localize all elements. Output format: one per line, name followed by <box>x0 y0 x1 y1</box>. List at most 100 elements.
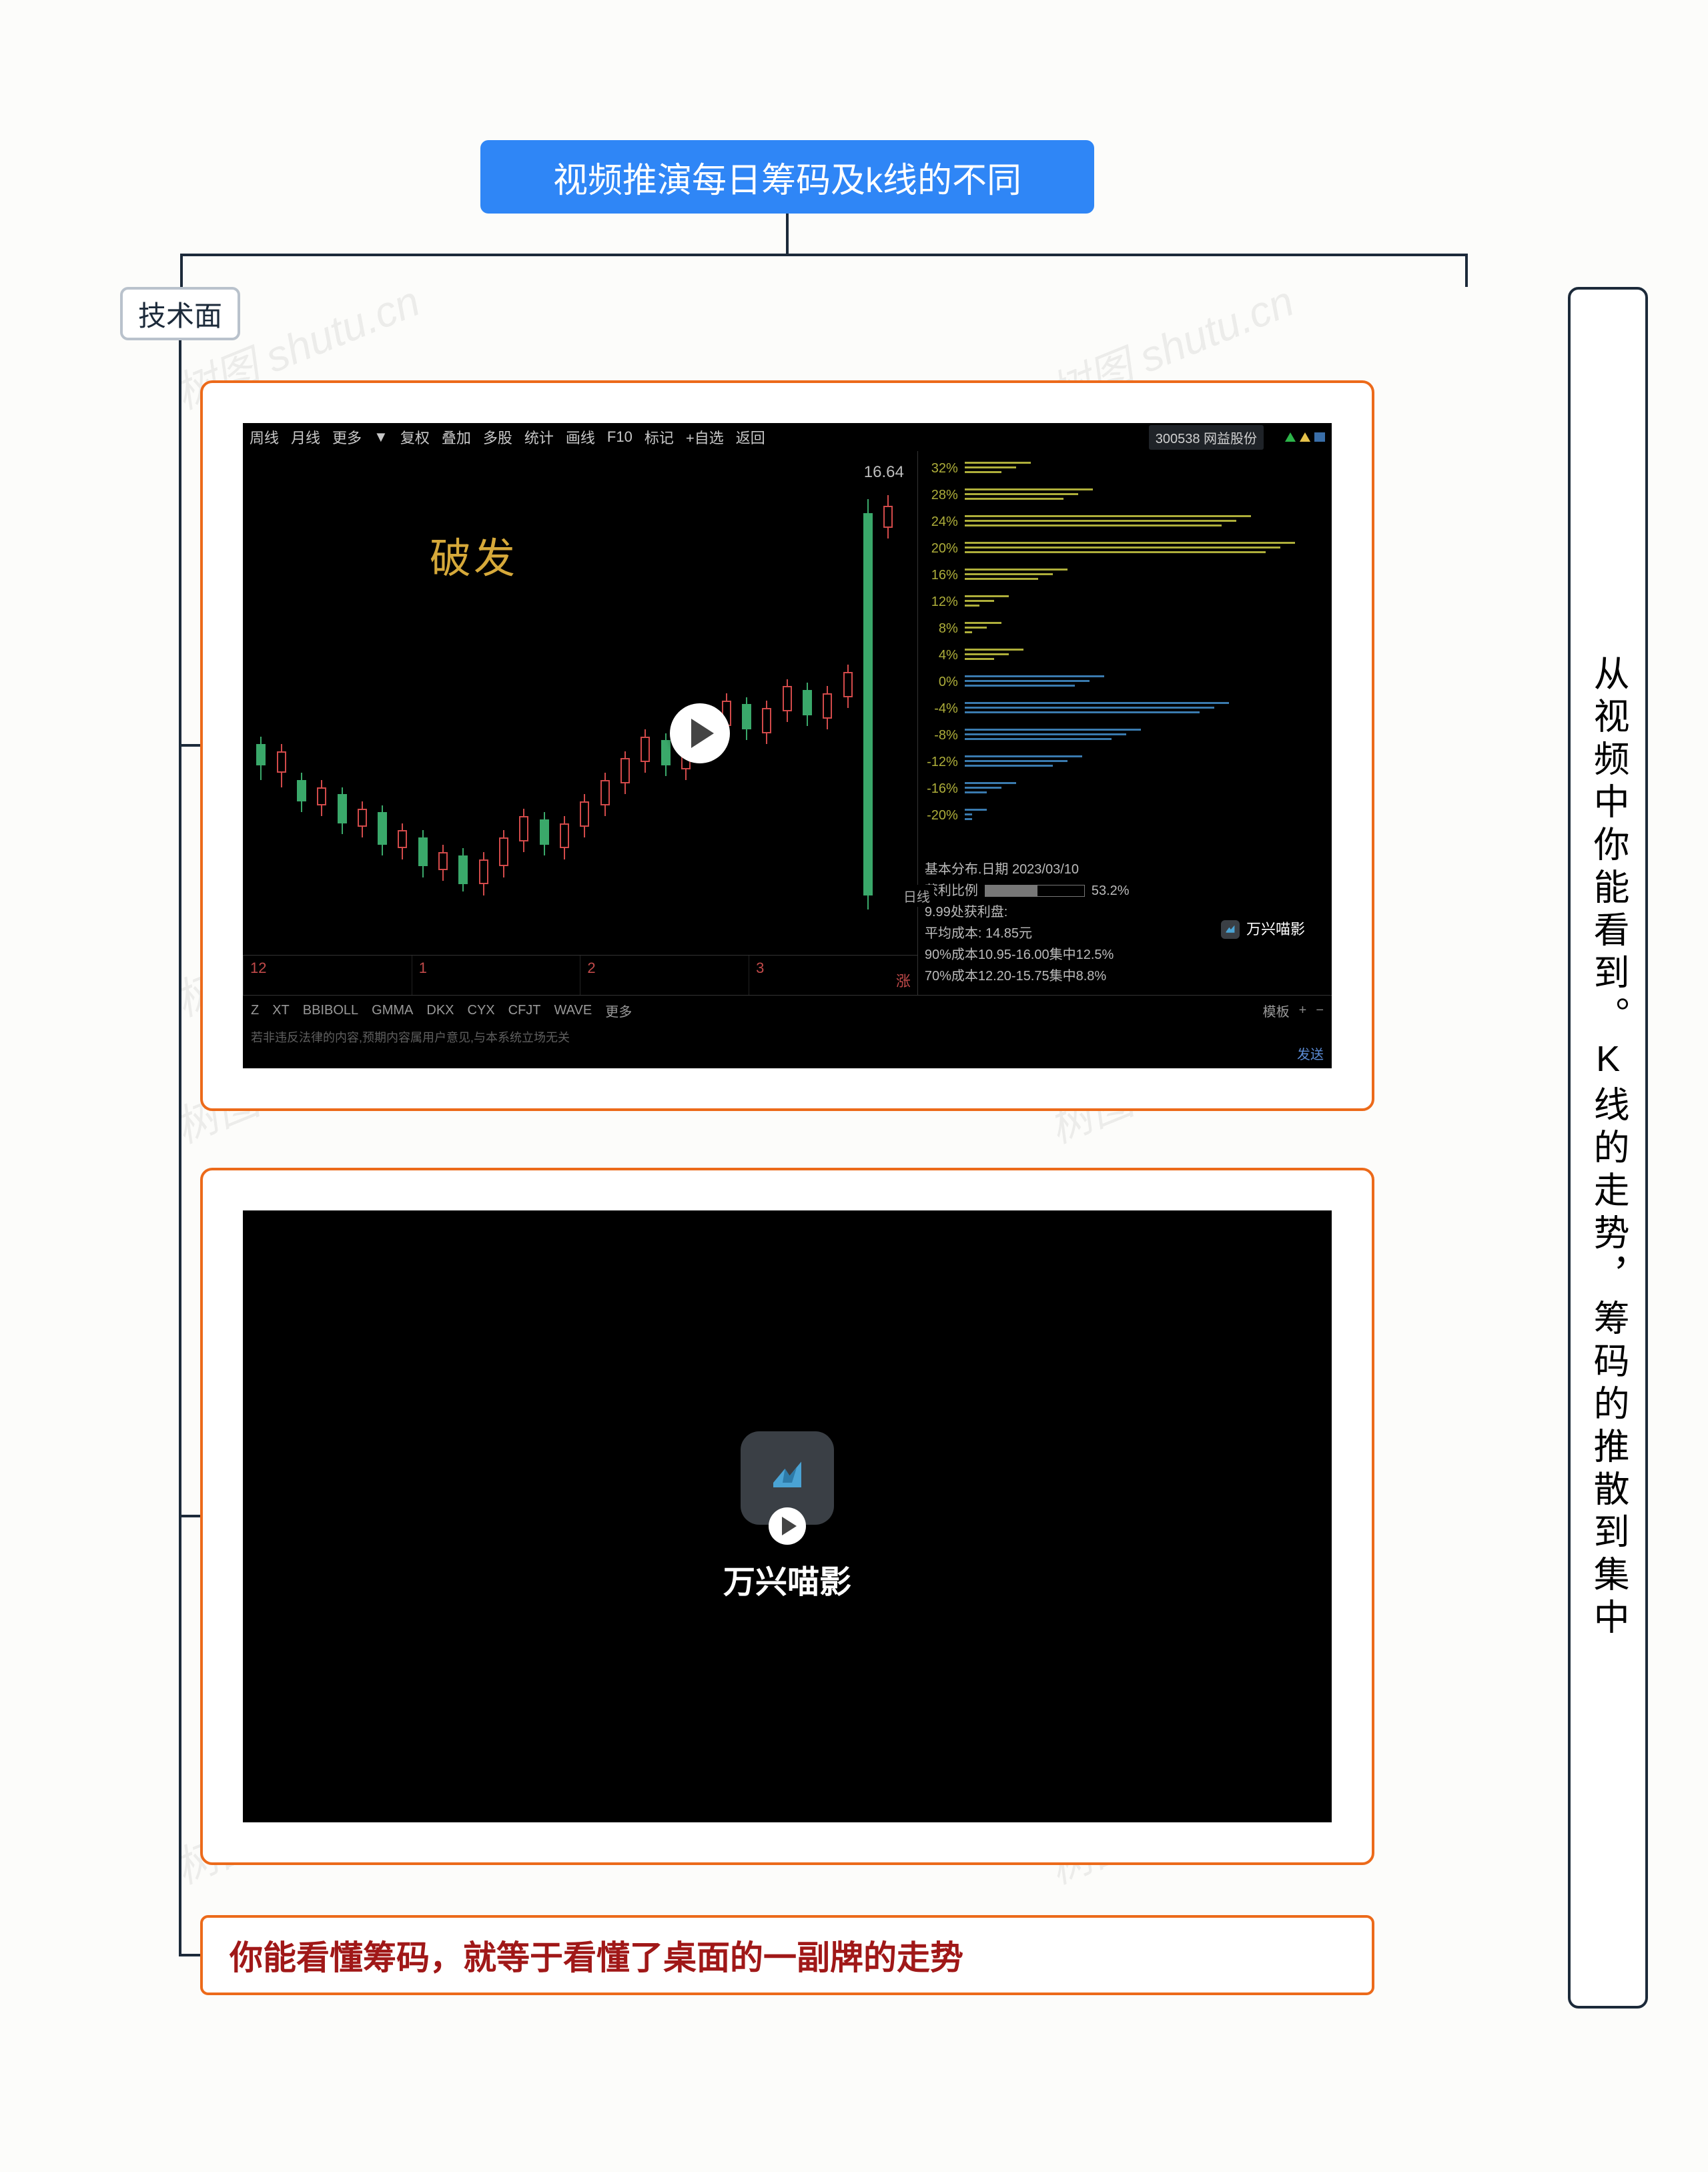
pct-label: 8% <box>918 621 965 637</box>
chip-row: 32% <box>918 458 1332 479</box>
chip-row: -8% <box>918 725 1332 746</box>
connector <box>180 254 183 287</box>
send-label[interactable]: 发送 <box>1297 1044 1324 1063</box>
toolbar-item[interactable]: F10 <box>607 428 632 446</box>
toolbar-item[interactable]: 叠加 <box>442 426 471 448</box>
pct-label: 4% <box>918 648 965 663</box>
connector <box>179 1515 200 1517</box>
connector <box>179 1954 200 1956</box>
template-label[interactable]: 模板 <box>1263 1001 1290 1020</box>
indicator-item[interactable]: CFJT <box>508 1003 541 1018</box>
plus-icon[interactable]: + <box>1299 1003 1307 1018</box>
xaxis-tick: 3 <box>749 956 917 995</box>
toolbar-item[interactable]: 更多 <box>332 426 362 448</box>
play-button-icon[interactable] <box>670 703 730 763</box>
chevron-down-icon: ▼ <box>374 428 388 446</box>
triangle-icon <box>1300 432 1310 442</box>
play-button-icon[interactable] <box>769 1507 806 1545</box>
conclusion-text: 你能看懂筹码，就等于看懂了桌面的一副牌的走势 <box>230 1931 963 1979</box>
toolbar-item[interactable]: 标记 <box>645 426 674 448</box>
xaxis-tick: 2 <box>580 956 749 995</box>
toolbar-item[interactable]: 复权 <box>400 426 430 448</box>
chip-row: 16% <box>918 565 1332 586</box>
chip-row: 12% <box>918 591 1332 613</box>
chip-profit-ratio: 获利比例53.2% <box>925 880 1325 901</box>
chip-70: 70%成本12.20-15.75集中8.8% <box>925 966 1325 987</box>
square-icon <box>1314 432 1325 442</box>
pct-label: -4% <box>918 701 965 717</box>
pct-label: 12% <box>918 595 965 610</box>
indicator-item[interactable]: BBIBOLL <box>303 1003 358 1018</box>
disclaimer-text: 若非违反法律的内容,预期内容属用户意见,与本系统立场无关 <box>243 1026 1332 1048</box>
xaxis-tick: 12 <box>243 956 412 995</box>
x-axis: 12123涨 <box>243 955 917 995</box>
root-node[interactable]: 视频推演每日筹码及k线的不同 <box>480 140 1094 214</box>
toolbar-item[interactable]: +自选 <box>686 426 724 448</box>
chip-row: -12% <box>918 751 1332 773</box>
chart-footer: Z XT BBIBOLL GMMA DKX CYX CFJT WAVE 更多 模板 +− 若非违反法… <box>243 995 1332 1068</box>
indicator-item[interactable]: WAVE <box>554 1003 592 1018</box>
toolbar-item[interactable]: 多股 <box>483 426 512 448</box>
pct-label: -16% <box>918 781 965 797</box>
summary-text: 从视频中你能看到。K线的走势，筹码的推散到集中 <box>1585 655 1631 1641</box>
pct-label: 32% <box>918 461 965 476</box>
chip-row: 4% <box>918 645 1332 666</box>
wondershare-logo-icon <box>1221 920 1240 939</box>
indicator-item[interactable]: XT <box>272 1003 290 1018</box>
indicator-item[interactable]: DKX <box>426 1003 454 1018</box>
chip-row: 0% <box>918 671 1332 693</box>
triangle-icon <box>1285 432 1296 442</box>
toolbar-item[interactable]: 周线 <box>250 426 279 448</box>
toolbar-item[interactable]: 统计 <box>524 426 554 448</box>
timeframe-label: 日线 <box>899 885 934 907</box>
stock-code-label: 300538 网益股份 <box>1149 425 1264 450</box>
connector <box>1465 254 1468 287</box>
chip-row: 8% <box>918 618 1332 639</box>
chip-distribution-pane: 32% 28% 24% 20% 16% 12% 8% 4% 0% -4% -8% -12% -16% -2… <box>918 451 1332 995</box>
pct-label: 0% <box>918 675 965 690</box>
toolbar-item[interactable]: 月线 <box>291 426 320 448</box>
price-label: 16.64 <box>864 463 904 482</box>
indicator-item[interactable]: GMMA <box>372 1003 413 1018</box>
chip-row: -20% <box>918 805 1332 826</box>
connector <box>179 340 181 1955</box>
chip-row: -4% <box>918 698 1332 719</box>
zhang-label: 涨 <box>896 970 911 991</box>
indicator-item[interactable]: CYX <box>468 1003 495 1018</box>
pct-label: 24% <box>918 514 965 530</box>
chart-body: 16.64 破发 12123涨 32%28%24%20%16%12%8%4%0%… <box>243 451 1332 995</box>
connector <box>786 214 789 254</box>
pct-label: 16% <box>918 568 965 583</box>
indicator-item[interactable]: 更多 <box>605 1001 632 1020</box>
candle-area <box>243 484 917 955</box>
pct-label: 28% <box>918 488 965 503</box>
pct-label: 20% <box>918 541 965 557</box>
minus-icon[interactable]: − <box>1316 1003 1324 1018</box>
watermark-brand: 万兴喵影 <box>1221 918 1305 941</box>
chip-row: 24% <box>918 511 1332 532</box>
chip-row: 20% <box>918 538 1332 559</box>
tech-node-label: 技术面 <box>138 294 222 334</box>
conclusion-node[interactable]: 你能看懂筹码，就等于看懂了桌面的一副牌的走势 <box>200 1915 1374 1995</box>
chip-90: 90%成本10.95-16.00集中12.5% <box>925 944 1325 966</box>
video-card-2[interactable]: 万兴喵影 <box>200 1168 1374 1865</box>
indicator-row: Z XT BBIBOLL GMMA DKX CYX CFJT WAVE 更多 模板 +− <box>243 996 1332 1026</box>
pct-label: -8% <box>918 728 965 743</box>
chip-row: -16% <box>918 778 1332 799</box>
chart-screenshot: 周线月线更多▼复权叠加多股统计画线F10标记+自选返回300538 网益股份 1… <box>243 423 1332 1068</box>
root-node-label: 视频推演每日筹码及k线的不同 <box>553 152 1021 202</box>
pct-label: -20% <box>918 808 965 823</box>
chart-toolbar: 周线月线更多 ▼ 复权叠加多股统计画线 F10 标记 +自选返回 300538 网益股份 <box>243 423 1332 451</box>
tech-node[interactable]: 技术面 <box>120 287 240 340</box>
candlestick-pane: 16.64 破发 12123涨 <box>243 451 918 995</box>
video-2-content: 万兴喵影 <box>243 1210 1332 1822</box>
video-card-1[interactable]: 周线月线更多▼复权叠加多股统计画线F10标记+自选返回300538 网益股份 1… <box>200 380 1374 1111</box>
indicator-item[interactable]: Z <box>251 1003 259 1018</box>
summary-node[interactable]: 从视频中你能看到。K线的走势，筹码的推散到集中 <box>1568 287 1648 2009</box>
toolbar-item[interactable]: 返回 <box>736 426 765 448</box>
video-2-center: 万兴喵影 <box>723 1431 851 1602</box>
toolbar-item[interactable]: 画线 <box>566 426 595 448</box>
chip-date: 基本分布.日期 2023/03/10 <box>925 859 1325 880</box>
mindmap-canvas: 视频推演每日筹码及k线的不同 技术面 从视频中你能看到。K线的走势，筹码的推散到… <box>0 0 1708 2172</box>
connector <box>179 744 200 747</box>
